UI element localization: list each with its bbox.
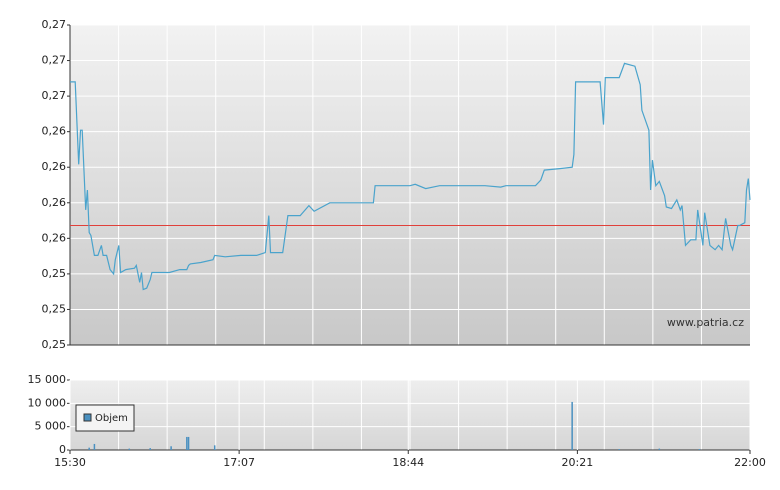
price-line bbox=[70, 62, 751, 291]
volume-bar bbox=[698, 449, 701, 450]
y-tick-label: 0,26 bbox=[42, 125, 67, 138]
y-tick-label: 0,25 bbox=[42, 338, 67, 351]
legend-label: Objem bbox=[95, 413, 128, 424]
volume-bar bbox=[93, 443, 96, 450]
volume-bar bbox=[170, 446, 172, 450]
volume-bar bbox=[571, 401, 573, 450]
y-tick-label: 0,27 bbox=[42, 18, 67, 31]
volume-bar bbox=[186, 436, 188, 450]
y-tick-label: 0,26 bbox=[42, 160, 67, 173]
y-tick-label: 0,27 bbox=[42, 54, 67, 67]
y-tick-label: 0 bbox=[59, 443, 66, 456]
volume-bar bbox=[618, 449, 620, 450]
y-tick-label: 0,25 bbox=[42, 302, 67, 315]
x-tick-label: 17:07 bbox=[223, 456, 255, 469]
x-tick-label: 20:21 bbox=[562, 456, 594, 469]
y-tick-label: 0,25 bbox=[42, 267, 67, 280]
legend-swatch bbox=[83, 413, 92, 422]
volume-bar bbox=[187, 436, 190, 450]
volume-bar bbox=[128, 448, 131, 450]
volume-bar bbox=[149, 448, 151, 450]
y-tick-label: 10 000 bbox=[28, 396, 67, 409]
volume-bar bbox=[658, 448, 661, 450]
watermark: www.patria.cz bbox=[667, 316, 744, 329]
volume-bar bbox=[213, 445, 216, 450]
y-tick-label: 0,26 bbox=[42, 196, 67, 209]
x-tick-label: 15:30 bbox=[54, 456, 86, 469]
x-tick-label: 22:00 bbox=[734, 456, 766, 469]
y-tick-label: 15 000 bbox=[28, 373, 67, 386]
y-tick-label: 0,26 bbox=[42, 231, 67, 244]
y-tick-label: 5 000 bbox=[35, 420, 67, 433]
x-tick-label: 18:44 bbox=[392, 456, 424, 469]
vertical-grid bbox=[118, 25, 702, 450]
y-tick-label: 0,27 bbox=[42, 89, 67, 102]
volume-bar bbox=[88, 447, 90, 450]
